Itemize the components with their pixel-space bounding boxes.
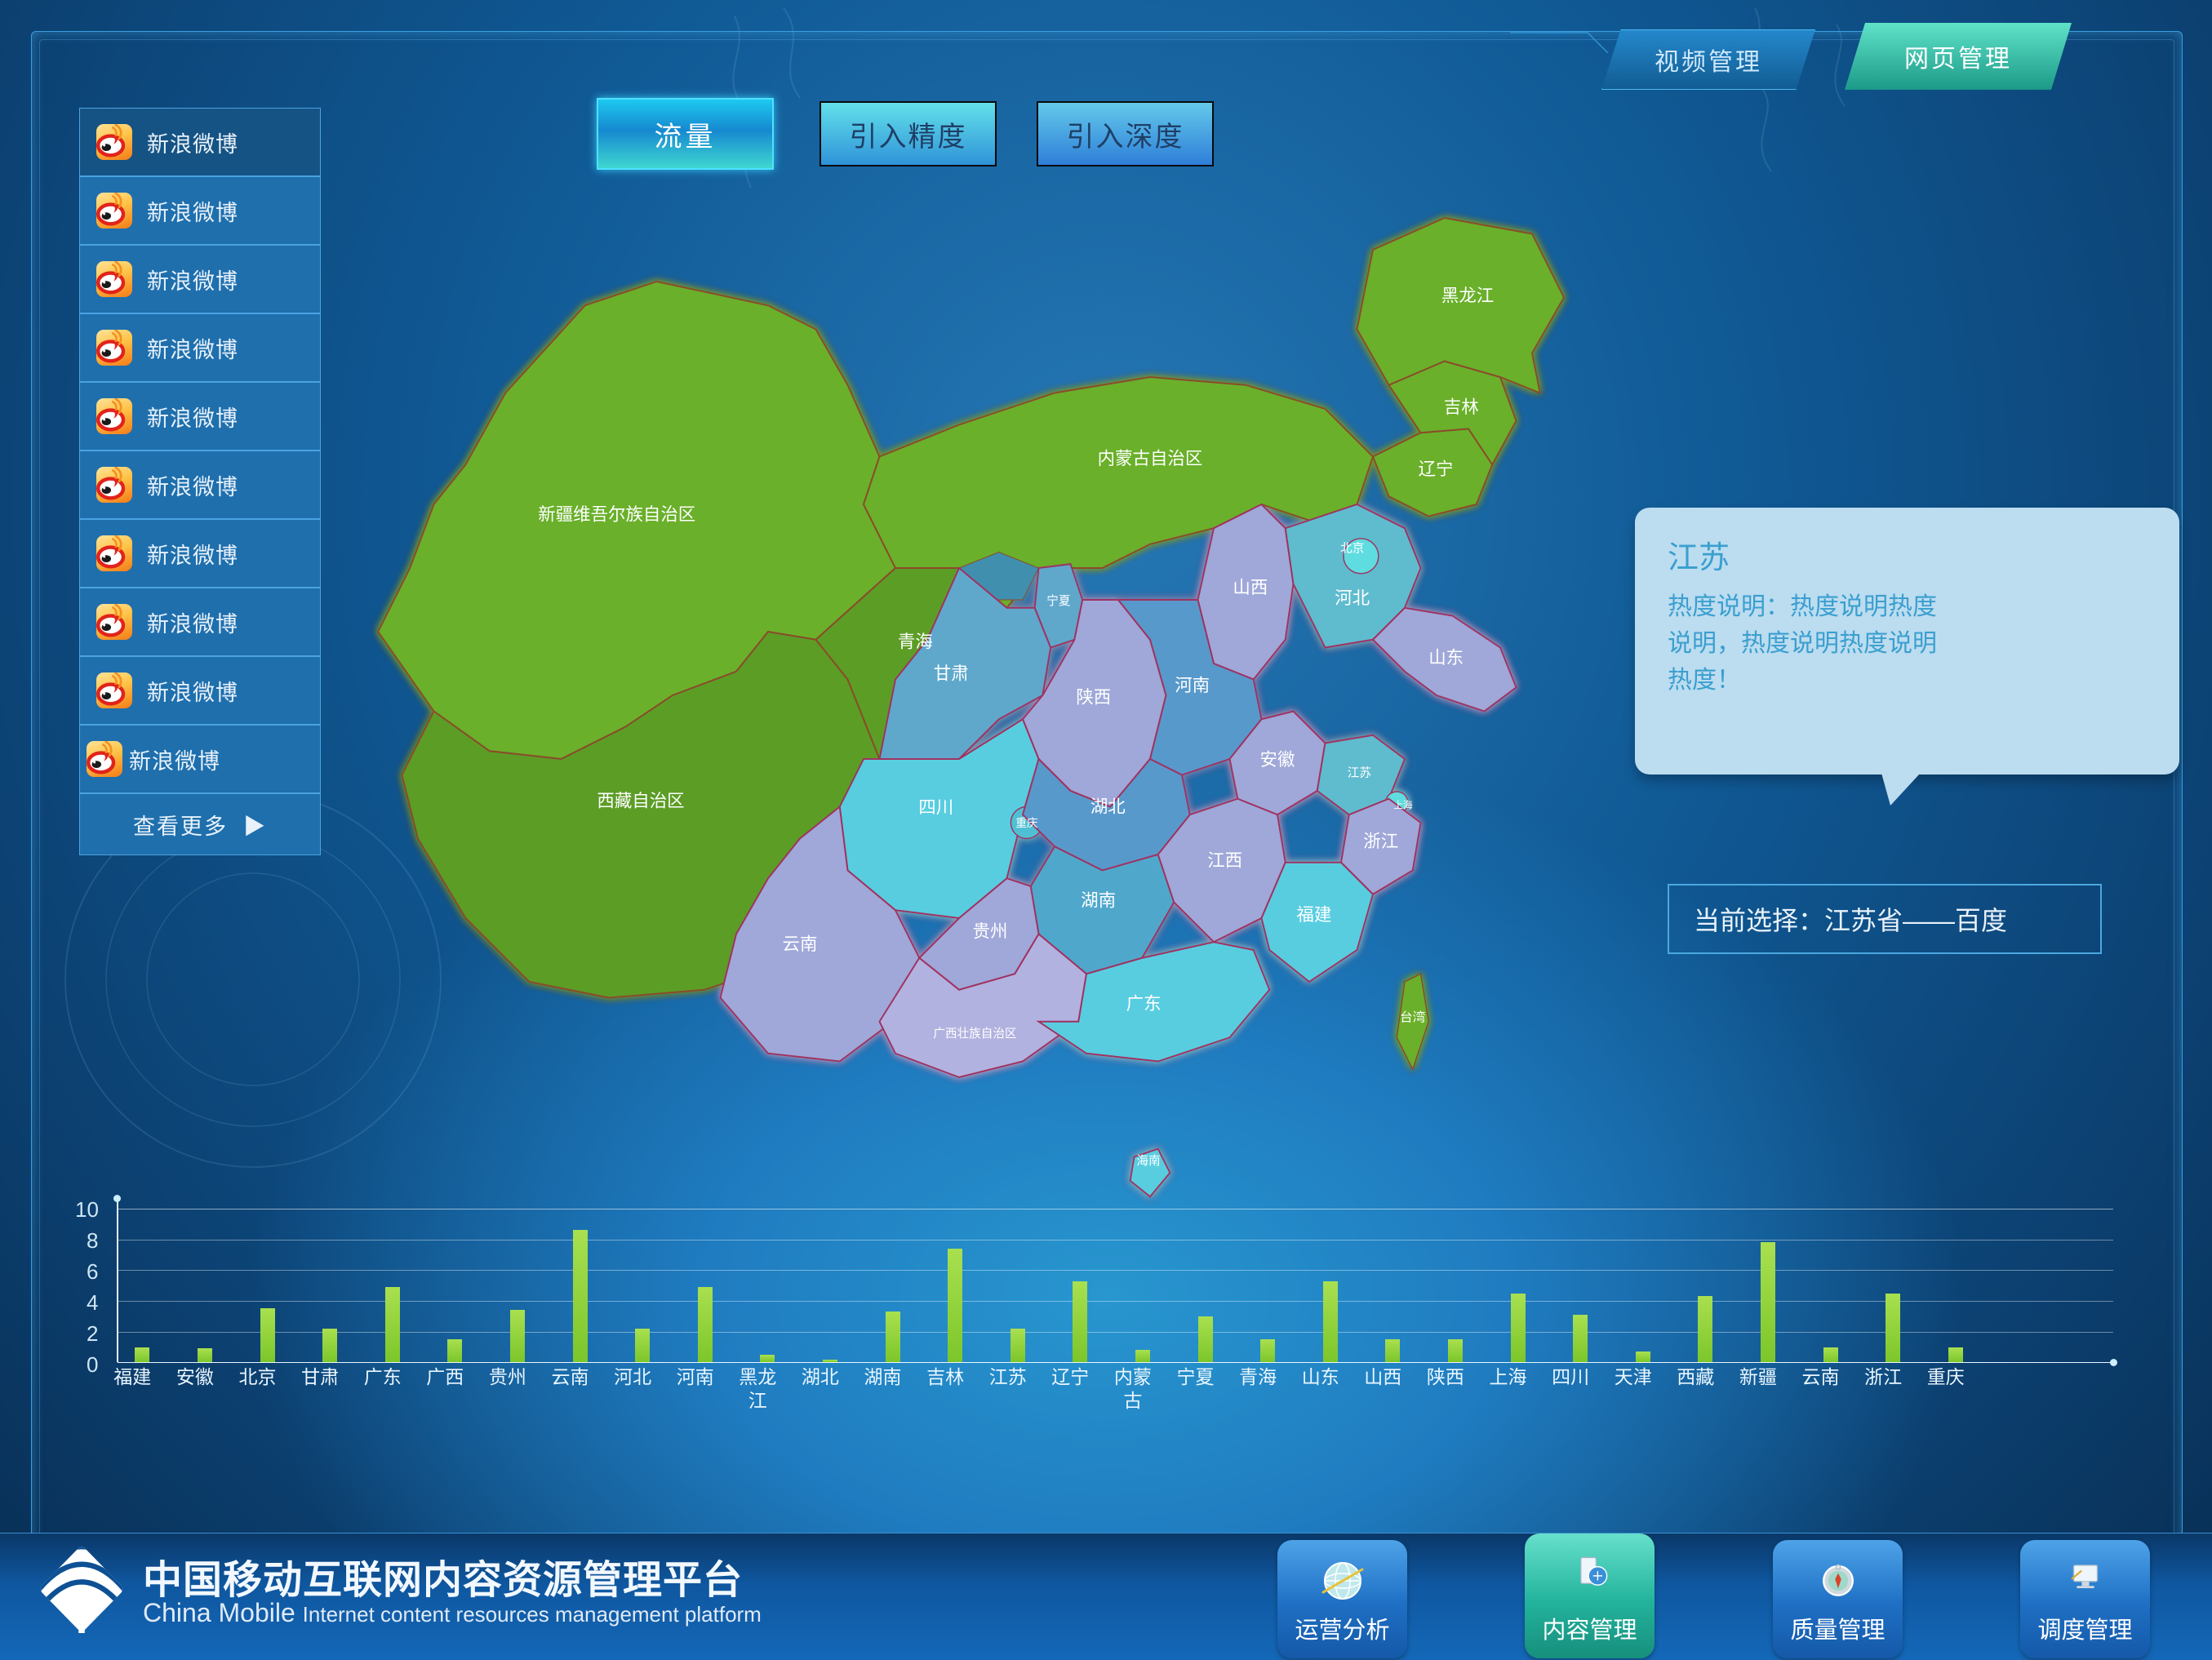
svg-text:广东: 广东 [1126,994,1162,1014]
svg-text:辽宁: 辽宁 [1419,459,1454,479]
svg-text:北京: 北京 [1340,541,1364,555]
svg-text:湖北: 湖北 [1090,797,1126,816]
svg-text:青海: 青海 [898,632,933,651]
svg-text:山西: 山西 [1233,578,1268,597]
svg-text:江苏: 江苏 [1348,766,1371,779]
svg-text:山东: 山东 [1428,648,1464,668]
svg-text:江西: 江西 [1207,851,1242,871]
svg-text:上海: 上海 [1393,799,1413,810]
svg-text:西藏自治区: 西藏自治区 [597,791,684,810]
svg-text:安徽: 安徽 [1260,750,1295,770]
svg-text:宁夏: 宁夏 [1046,594,1071,608]
svg-text:河北: 河北 [1335,588,1370,608]
svg-text:甘肃: 甘肃 [934,664,969,683]
svg-text:浙江: 浙江 [1363,832,1398,851]
svg-text:云南: 云南 [783,934,818,954]
svg-text:新疆维吾尔族自治区: 新疆维吾尔族自治区 [538,505,695,525]
svg-text:陕西: 陕西 [1076,688,1111,708]
svg-text:广西壮族自治区: 广西壮族自治区 [933,1027,1016,1041]
svg-text:河南: 河南 [1175,676,1210,695]
svg-text:贵州: 贵州 [973,921,1008,941]
svg-text:湖南: 湖南 [1081,890,1116,910]
svg-text:内蒙古自治区: 内蒙古自治区 [1098,449,1203,468]
svg-text:福建: 福建 [1296,905,1331,925]
svg-text:黑龙江: 黑龙江 [1441,286,1494,305]
svg-text:吉林: 吉林 [1444,397,1479,417]
svg-text:重庆: 重庆 [1015,817,1038,829]
svg-text:四川: 四川 [918,797,953,817]
svg-text:台湾: 台湾 [1400,1010,1425,1025]
svg-text:海南: 海南 [1136,1154,1160,1168]
